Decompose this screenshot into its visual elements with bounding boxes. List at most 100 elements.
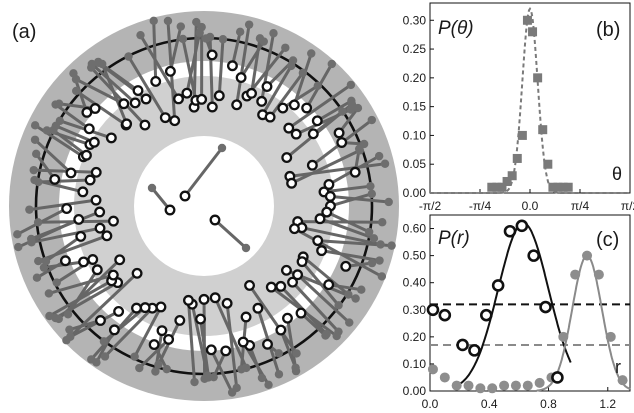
outer-endpoint bbox=[65, 325, 74, 334]
inner-position bbox=[209, 292, 221, 304]
displacement-line bbox=[213, 297, 248, 369]
inner-position bbox=[289, 223, 300, 235]
inner-position bbox=[321, 206, 333, 218]
data-point-filled-circle bbox=[605, 331, 616, 342]
displacement-line bbox=[316, 99, 353, 123]
displacement-line bbox=[168, 26, 183, 72]
inner-position bbox=[83, 123, 95, 135]
outer-endpoint bbox=[384, 197, 393, 207]
inner-position bbox=[256, 95, 268, 107]
inner-position bbox=[264, 111, 276, 123]
inner-position bbox=[261, 81, 273, 92]
inner-position bbox=[206, 101, 218, 113]
outer-endpoint bbox=[190, 377, 199, 387]
panel-b-x-ticks: -π/2 -π/4 0.0 π/4 π/2 bbox=[419, 189, 634, 213]
outer-endpoint bbox=[62, 336, 71, 345]
panel-c-data-points bbox=[426, 219, 628, 394]
data-point-filled-circle bbox=[617, 375, 628, 386]
inner-position bbox=[114, 254, 126, 266]
inner-position bbox=[231, 99, 243, 111]
data-point-open-circle bbox=[551, 371, 564, 384]
outer-endpoint bbox=[149, 16, 158, 26]
inner-position bbox=[221, 297, 233, 309]
outer-endpoint bbox=[154, 360, 163, 369]
displacement-line bbox=[34, 138, 73, 175]
outer-endpoint bbox=[264, 380, 273, 389]
panel-b-angle-distribution: 0.00 0.05 0.10 0.15 0.20 0.25 0.30 -π/2 -π/4 0.0… bbox=[403, 2, 634, 213]
inner-position bbox=[314, 213, 326, 225]
y-tick-label: 0.00 bbox=[403, 384, 427, 398]
inner-position bbox=[213, 90, 225, 102]
inner-position bbox=[140, 93, 152, 105]
y-tick-label: 0.40 bbox=[403, 276, 427, 290]
inner-position bbox=[139, 119, 151, 131]
displacement-line bbox=[90, 62, 137, 105]
y-tick-label: 0.30 bbox=[403, 303, 427, 317]
inner-position bbox=[288, 99, 300, 111]
data-point-filled-circle bbox=[522, 380, 533, 391]
y-tick-label: 0.20 bbox=[403, 71, 427, 85]
outer-endpoint bbox=[255, 34, 265, 43]
inner-position bbox=[164, 204, 176, 216]
displacement-line bbox=[90, 66, 147, 127]
outer-endpoint bbox=[14, 242, 23, 252]
outer-endpoint bbox=[334, 301, 343, 310]
outer-endpoint bbox=[218, 35, 228, 44]
inner-position bbox=[156, 325, 168, 337]
outer-endpoint bbox=[30, 135, 40, 144]
inner-position bbox=[91, 264, 103, 276]
panel-c-radius-distribution: 0.00 0.10 0.20 0.30 0.40 0.50 0.60 0.0 0.4 0.8 1.… bbox=[403, 214, 631, 411]
displacement-line bbox=[290, 148, 361, 185]
panel-c-fit-curve-grey bbox=[536, 254, 631, 392]
outer-endpoint bbox=[25, 205, 34, 214]
y-tick-label: 0.25 bbox=[403, 42, 427, 56]
displacement-line bbox=[139, 34, 180, 100]
inner-position bbox=[349, 166, 361, 178]
displacement-line bbox=[183, 147, 224, 197]
panel-a-label: (a) bbox=[12, 21, 36, 43]
displacement-line bbox=[250, 38, 262, 94]
outer-endpoint bbox=[63, 310, 73, 319]
outer-endpoint bbox=[307, 49, 316, 58]
outer-endpoint bbox=[367, 258, 377, 268]
outer-endpoint bbox=[332, 331, 341, 341]
inner-position bbox=[174, 314, 186, 326]
outer-endpoint bbox=[136, 30, 145, 40]
outer-endpoint bbox=[269, 29, 278, 38]
outer-endpoint bbox=[357, 285, 366, 294]
outer-endpoint bbox=[367, 115, 377, 125]
outer-endpoint bbox=[176, 22, 185, 31]
inner-position bbox=[95, 315, 106, 326]
displacement-line bbox=[190, 303, 209, 376]
data-point-square bbox=[548, 182, 558, 192]
inner-position bbox=[73, 213, 85, 225]
outer-endpoint bbox=[327, 59, 337, 69]
inner-position bbox=[265, 281, 277, 293]
outer-endpoint bbox=[45, 311, 54, 321]
outer-endpoint bbox=[241, 243, 251, 253]
outer-endpoint bbox=[347, 100, 357, 109]
outer-endpoint bbox=[274, 349, 283, 358]
inner-position bbox=[65, 167, 77, 179]
outer-endpoint bbox=[192, 17, 201, 27]
data-point-square bbox=[507, 171, 517, 181]
outer-endpoint bbox=[33, 218, 43, 227]
data-point-open-circle bbox=[456, 338, 469, 352]
inner-position bbox=[118, 98, 130, 110]
displacement-line bbox=[38, 178, 91, 184]
data-point-square bbox=[553, 182, 563, 192]
inner-position bbox=[94, 206, 106, 218]
inner-position bbox=[323, 179, 335, 190]
inner-position bbox=[340, 260, 352, 272]
displacement-line bbox=[261, 65, 293, 116]
displacement-line bbox=[30, 210, 101, 241]
displacement-line bbox=[289, 162, 386, 178]
data-point-open-circle bbox=[491, 279, 505, 292]
outer-endpoint bbox=[147, 183, 157, 193]
inner-position bbox=[87, 254, 99, 265]
displacement-line bbox=[69, 310, 120, 339]
y-tick-label: 0.60 bbox=[403, 222, 427, 236]
inner-position bbox=[90, 194, 102, 206]
displacement-line bbox=[268, 71, 305, 118]
outer-endpoint bbox=[292, 349, 301, 358]
